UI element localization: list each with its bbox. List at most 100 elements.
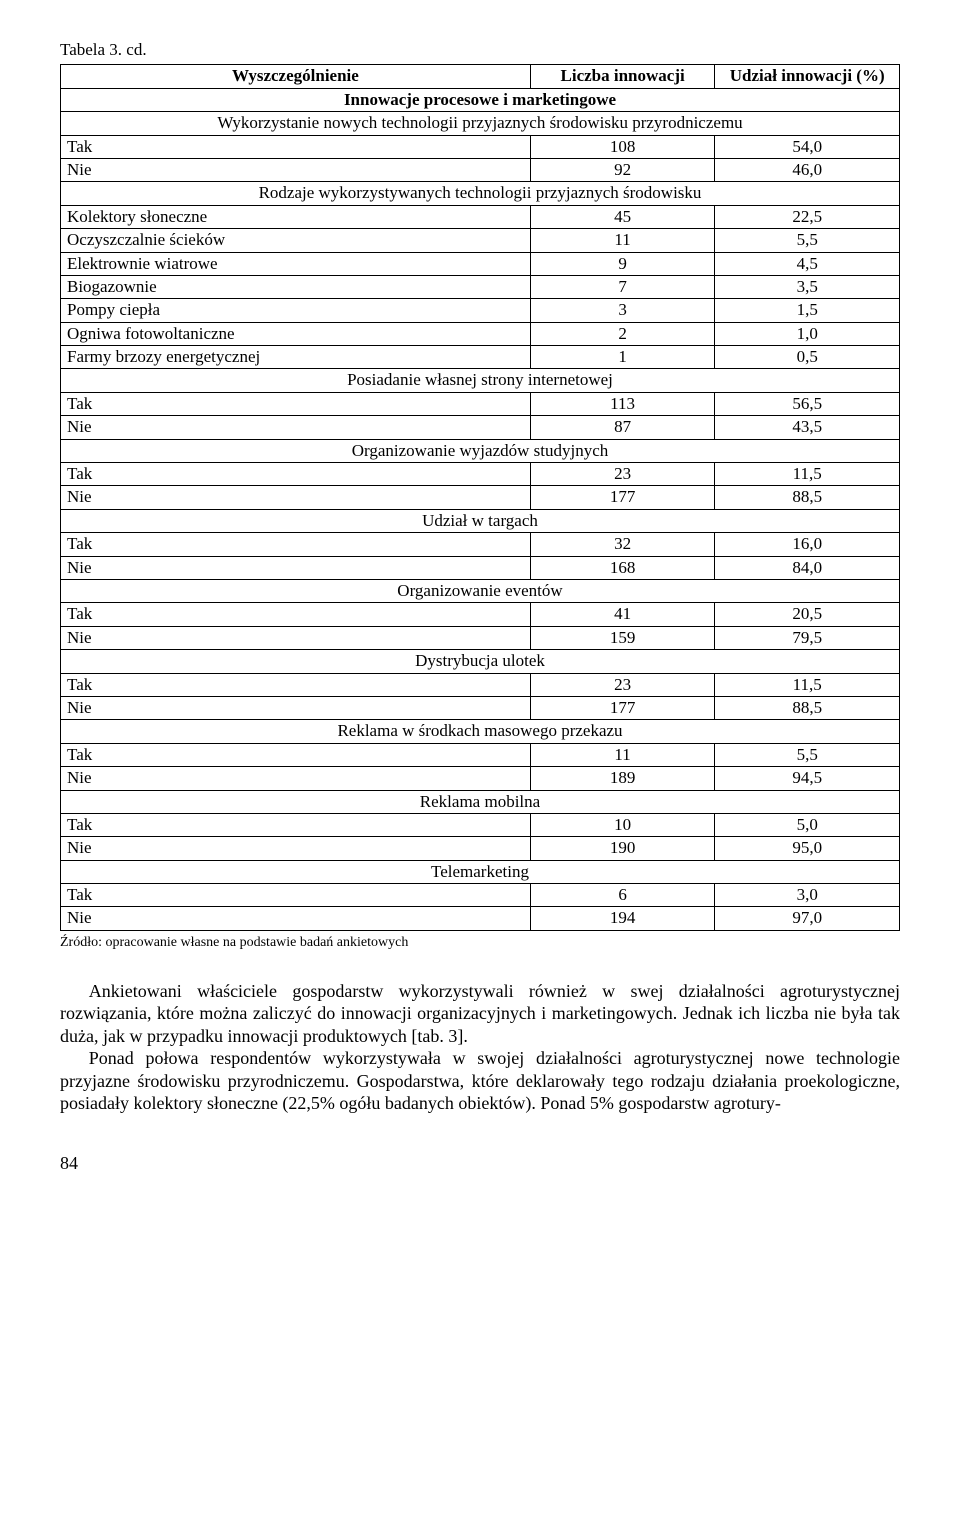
- table-row: Nie15979,5: [61, 626, 900, 649]
- table-row: Farmy brzozy energetycznej10,5: [61, 346, 900, 369]
- table-row: Elektrownie wiatrowe94,5: [61, 252, 900, 275]
- row-percent: 11,5: [715, 673, 900, 696]
- section-heading: Udział w targach: [61, 509, 900, 532]
- section-heading: Dystrybucja ulotek: [61, 650, 900, 673]
- paragraph-1: Ankietowani właściciele gospodarstw wyko…: [60, 980, 900, 1048]
- row-count: 113: [530, 392, 715, 415]
- table-row: Nie19095,0: [61, 837, 900, 860]
- row-percent: 97,0: [715, 907, 900, 930]
- col-header-0: Wyszczególnienie: [61, 65, 531, 88]
- table-header-row: Wyszczególnienie Liczba innowacji Udział…: [61, 65, 900, 88]
- row-label: Nie: [61, 837, 531, 860]
- table-row: Nie18994,5: [61, 767, 900, 790]
- row-count: 9: [530, 252, 715, 275]
- col-header-1: Liczba innowacji: [530, 65, 715, 88]
- row-count: 23: [530, 463, 715, 486]
- section-heading: Telemarketing: [61, 860, 900, 883]
- row-count: 45: [530, 205, 715, 228]
- row-count: 41: [530, 603, 715, 626]
- row-percent: 46,0: [715, 158, 900, 181]
- section-heading: Wykorzystanie nowych technologii przyjaz…: [61, 112, 900, 135]
- row-percent: 88,5: [715, 696, 900, 719]
- row-label: Tak: [61, 533, 531, 556]
- table-row: Tak10854,0: [61, 135, 900, 158]
- row-percent: 20,5: [715, 603, 900, 626]
- row-count: 11: [530, 743, 715, 766]
- row-percent: 54,0: [715, 135, 900, 158]
- table-row: Nie9246,0: [61, 158, 900, 181]
- row-label: Nie: [61, 416, 531, 439]
- row-label: Nie: [61, 626, 531, 649]
- row-label: Nie: [61, 767, 531, 790]
- row-label: Tak: [61, 603, 531, 626]
- table-row: Nie17788,5: [61, 696, 900, 719]
- table-row: Tak3216,0: [61, 533, 900, 556]
- row-percent: 5,5: [715, 743, 900, 766]
- row-count: 108: [530, 135, 715, 158]
- table-row: Kolektory słoneczne4522,5: [61, 205, 900, 228]
- table-row: Nie17788,5: [61, 486, 900, 509]
- row-percent: 3,0: [715, 884, 900, 907]
- section-heading: Organizowanie wyjazdów studyjnych: [61, 439, 900, 462]
- row-label: Tak: [61, 135, 531, 158]
- table-row: Tak115,5: [61, 743, 900, 766]
- section-heading: Posiadanie własnej strony internetowej: [61, 369, 900, 392]
- table-row: Nie19497,0: [61, 907, 900, 930]
- row-percent: 22,5: [715, 205, 900, 228]
- row-label: Oczyszczalnie ścieków: [61, 229, 531, 252]
- row-percent: 1,5: [715, 299, 900, 322]
- section-heading-row: Telemarketing: [61, 860, 900, 883]
- row-label: Tak: [61, 884, 531, 907]
- section-heading-row: Organizowanie wyjazdów studyjnych: [61, 439, 900, 462]
- section-heading-row: Rodzaje wykorzystywanych technologii prz…: [61, 182, 900, 205]
- row-percent: 0,5: [715, 346, 900, 369]
- row-label: Tak: [61, 743, 531, 766]
- section-heading: Rodzaje wykorzystywanych technologii prz…: [61, 182, 900, 205]
- row-percent: 16,0: [715, 533, 900, 556]
- section-heading-row: Reklama mobilna: [61, 790, 900, 813]
- row-percent: 5,0: [715, 813, 900, 836]
- row-percent: 56,5: [715, 392, 900, 415]
- row-label: Nie: [61, 486, 531, 509]
- row-count: 7: [530, 275, 715, 298]
- row-count: 6: [530, 884, 715, 907]
- table-row: Tak11356,5: [61, 392, 900, 415]
- row-count: 32: [530, 533, 715, 556]
- row-count: 1: [530, 346, 715, 369]
- row-label: Nie: [61, 696, 531, 719]
- data-table: Wyszczególnienie Liczba innowacji Udział…: [60, 64, 900, 930]
- table-title: Innowacje procesowe i marketingowe: [61, 88, 900, 111]
- table-row: Pompy ciepła31,5: [61, 299, 900, 322]
- section-heading: Organizowanie eventów: [61, 579, 900, 602]
- row-label: Ogniwa fotowoltaniczne: [61, 322, 531, 345]
- table-source: Źródło: opracowanie własne na podstawie …: [60, 935, 900, 952]
- row-count: 2: [530, 322, 715, 345]
- row-label: Nie: [61, 907, 531, 930]
- page-number: 84: [60, 1153, 900, 1175]
- row-count: 177: [530, 486, 715, 509]
- row-count: 3: [530, 299, 715, 322]
- section-heading-row: Reklama w środkach masowego przekazu: [61, 720, 900, 743]
- section-heading: Reklama w środkach masowego przekazu: [61, 720, 900, 743]
- table-title-row: Innowacje procesowe i marketingowe: [61, 88, 900, 111]
- table-row: Tak4120,5: [61, 603, 900, 626]
- row-label: Biogazownie: [61, 275, 531, 298]
- row-count: 168: [530, 556, 715, 579]
- row-percent: 88,5: [715, 486, 900, 509]
- row-label: Pompy ciepła: [61, 299, 531, 322]
- row-count: 11: [530, 229, 715, 252]
- row-label: Kolektory słoneczne: [61, 205, 531, 228]
- row-count: 10: [530, 813, 715, 836]
- row-label: Farmy brzozy energetycznej: [61, 346, 531, 369]
- table-row: Nie8743,5: [61, 416, 900, 439]
- row-count: 190: [530, 837, 715, 860]
- section-heading-row: Udział w targach: [61, 509, 900, 532]
- row-count: 92: [530, 158, 715, 181]
- row-percent: 84,0: [715, 556, 900, 579]
- table-row: Tak63,0: [61, 884, 900, 907]
- col-header-2: Udział innowacji (%): [715, 65, 900, 88]
- table-caption: Tabela 3. cd.: [60, 40, 900, 60]
- row-label: Tak: [61, 813, 531, 836]
- row-label: Tak: [61, 463, 531, 486]
- row-percent: 3,5: [715, 275, 900, 298]
